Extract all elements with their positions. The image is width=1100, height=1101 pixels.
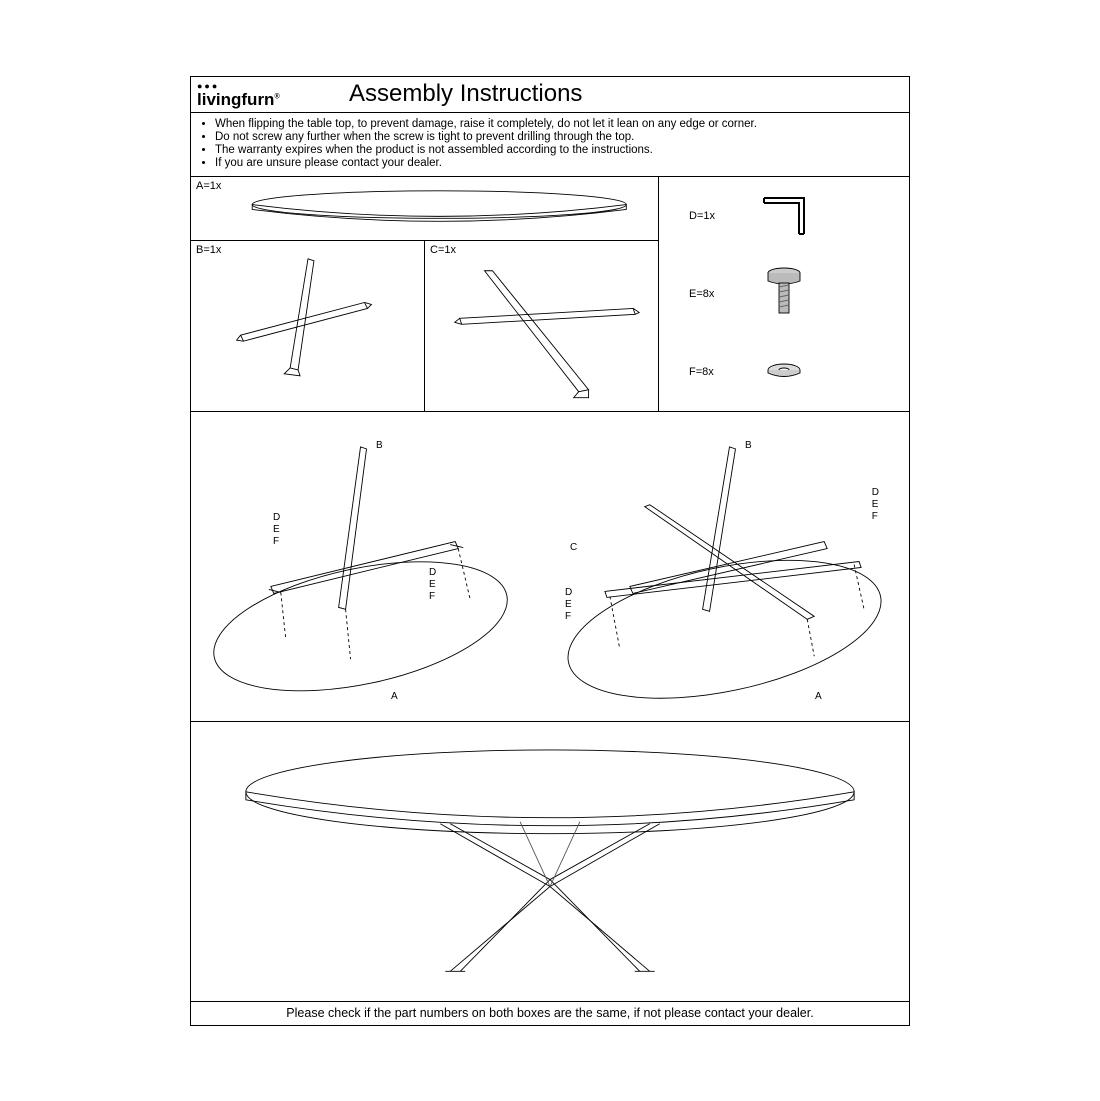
warnings-box: When flipping the table top, to prevent … [191,113,909,177]
parts-left: A=1x B=1x [191,177,659,412]
parts-section: A=1x B=1x [191,177,909,413]
warning-item: When flipping the table top, to prevent … [215,118,899,130]
callout-def-4: D E F [565,587,572,623]
header: ●●● livingfurn® Assembly Instructions [191,77,909,113]
part-f-label: F=8x [659,366,749,378]
warning-item: Do not screw any further when the screw … [215,131,899,143]
brand-name: livingfurn® [197,91,280,108]
callout-c: C [570,542,577,554]
parts-bc-row: B=1x C=1x [191,241,658,412]
page-title: Assembly Instructions [309,80,909,108]
allen-key-icon [749,186,819,246]
callout-def-3: D E F [872,487,879,523]
part-e-label: E=8x [659,288,749,300]
part-b-label: B=1x [196,244,221,256]
callout-a: A [391,691,398,703]
callout-b2: B [745,440,752,452]
callout-def-1: D E F [273,512,280,548]
bolt-icon [749,259,819,329]
brand-logo: ●●● livingfurn® [191,77,309,112]
leg-piece-c-icon [425,241,658,412]
part-e-cell: E=8x [659,255,909,333]
part-c-label: C=1x [430,244,456,256]
assembly-diagram-2-icon [550,412,909,721]
part-a-label: A=1x [196,180,221,192]
assembled-table-icon [191,722,909,1001]
assembly-step-1: B A D E F D E F [191,412,550,721]
instruction-sheet: ●●● livingfurn® Assembly Instructions Wh… [190,76,910,1026]
footer-note: Please check if the part numbers on both… [191,1002,909,1024]
part-c-cell: C=1x [425,241,658,412]
assembly-section: B A D E F D E F [191,412,909,722]
warning-item: The warranty expires when the product is… [215,144,899,156]
callout-b: B [376,440,383,452]
callout-a2: A [815,691,822,703]
washer-icon [749,352,819,392]
assembly-step-2: B C A D E F D E F [550,412,909,721]
part-b-cell: B=1x [191,241,425,412]
leg-piece-b-icon [191,241,424,412]
part-d-label: D=1x [659,210,749,222]
warnings-list: When flipping the table top, to prevent … [201,118,899,169]
parts-right: D=1x E=8x [659,177,909,412]
final-product-section [191,722,909,1002]
part-a-cell: A=1x [191,177,658,241]
callout-def-2: D E F [429,567,436,603]
assembly-diagram-1-icon [191,412,550,721]
part-d-cell: D=1x [659,177,909,255]
table-top-icon [191,177,658,240]
warning-item: If you are unsure please contact your de… [215,157,899,169]
part-f-cell: F=8x [659,333,909,411]
